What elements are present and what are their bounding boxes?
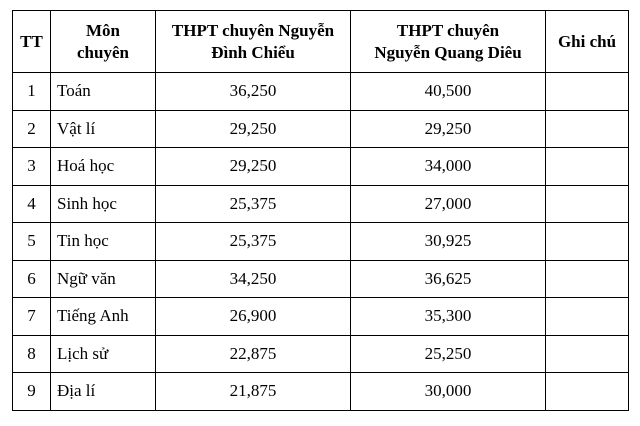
table-cell: 29,250: [350, 109, 546, 148]
header-cell: Ghi chú: [545, 10, 629, 73]
table-cell: 8: [12, 334, 51, 373]
table-cell: 5: [12, 222, 51, 261]
empty-cell: [545, 184, 629, 223]
table-cell: Tiếng Anh: [50, 297, 156, 336]
empty-cell: [545, 72, 629, 111]
header-cell: THPT chuyên Nguyễn Quang Diêu: [350, 10, 546, 73]
header-cell: Môn chuyên: [50, 10, 156, 73]
table-cell: 36,250: [155, 72, 351, 111]
table-cell: 35,300: [350, 297, 546, 336]
table-cell: 4: [12, 184, 51, 223]
empty-cell: [545, 334, 629, 373]
table-cell: Hoá học: [50, 147, 156, 186]
table-cell: 6: [12, 259, 51, 298]
score-table: TT Môn chuyên THPT chuyên Nguyễn Đình Chiể…: [12, 10, 629, 411]
empty-cell: [545, 147, 629, 186]
empty-cell: [545, 297, 629, 336]
table-cell: 21,875: [155, 372, 351, 411]
table-cell: 34,000: [350, 147, 546, 186]
table-cell: Lịch sử: [50, 334, 156, 373]
table-cell: 2: [12, 109, 51, 148]
empty-cell: [545, 259, 629, 298]
table-row: 6 Ngữ văn 34,250 36,625: [12, 259, 629, 298]
table-cell: 25,375: [155, 184, 351, 223]
table-cell: Tin học: [50, 222, 156, 261]
table-cell: Địa lí: [50, 372, 156, 411]
header-cell: TT: [12, 10, 51, 73]
empty-cell: [545, 222, 629, 261]
table-cell: 7: [12, 297, 51, 336]
table-cell: 9: [12, 372, 51, 411]
header-row: TT Môn chuyên THPT chuyên Nguyễn Đình Chiể…: [12, 10, 629, 73]
table-cell: 26,900: [155, 297, 351, 336]
table-cell: 25,250: [350, 334, 546, 373]
empty-cell: [545, 109, 629, 148]
table-cell: 36,625: [350, 259, 546, 298]
header-cell: THPT chuyên Nguyễn Đình Chiểu: [155, 10, 351, 73]
table-row: 1 Toán 36,250 40,500: [12, 72, 629, 111]
table-row: 3 Hoá học 29,250 34,000: [12, 147, 629, 186]
table-cell: 1: [12, 72, 51, 111]
table-cell: 22,875: [155, 334, 351, 373]
table-row: 9 Địa lí 21,875 30,000: [12, 372, 629, 411]
table-body: 1 Toán 36,250 40,500 2 Vật lí 29,250 29,250 3 Hoá…: [12, 72, 629, 411]
table-row: 2 Vật lí 29,250 29,250: [12, 109, 629, 148]
table-cell: 34,250: [155, 259, 351, 298]
table-cell: 27,000: [350, 184, 546, 223]
table-cell: 40,500: [350, 72, 546, 111]
table-cell: 30,000: [350, 372, 546, 411]
table-cell: Ngữ văn: [50, 259, 156, 298]
table-row: 7 Tiếng Anh 26,900 35,300: [12, 297, 629, 336]
empty-cell: [545, 372, 629, 411]
table-cell: Toán: [50, 72, 156, 111]
table-row: 5 Tin học 25,375 30,925: [12, 222, 629, 261]
table-row: 8 Lịch sử 22,875 25,250: [12, 334, 629, 373]
table-cell: Sinh học: [50, 184, 156, 223]
table-cell: 25,375: [155, 222, 351, 261]
table-cell: Vật lí: [50, 109, 156, 148]
table-cell: 29,250: [155, 109, 351, 148]
table-cell: 29,250: [155, 147, 351, 186]
table-row: 4 Sinh học 25,375 27,000: [12, 184, 629, 223]
table-cell: 3: [12, 147, 51, 186]
table-cell: 30,925: [350, 222, 546, 261]
